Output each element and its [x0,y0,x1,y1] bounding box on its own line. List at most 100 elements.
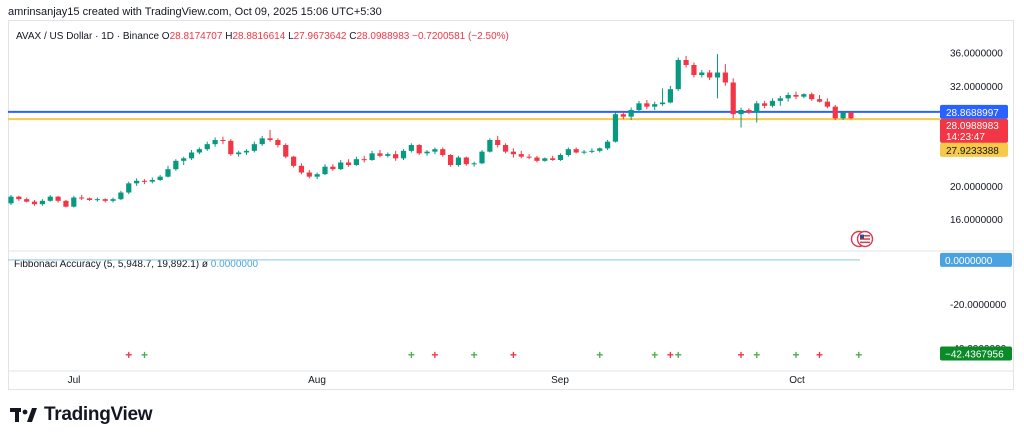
candle[interactable] [94,199,100,201]
candle[interactable] [487,140,493,152]
flag-badge-icon[interactable] [850,230,874,248]
candle[interactable] [134,180,140,184]
candle[interactable] [16,196,22,200]
candle[interactable] [683,60,689,65]
candle[interactable] [518,154,524,157]
candle[interactable] [824,101,830,107]
candle[interactable] [424,151,430,154]
candle[interactable] [597,148,603,151]
candle[interactable] [338,162,344,170]
candle[interactable] [816,99,823,102]
candle[interactable] [479,151,485,164]
candle[interactable] [699,72,705,76]
candle[interactable] [188,152,195,159]
candle[interactable] [455,157,462,166]
candle[interactable] [589,150,595,152]
candle[interactable] [86,198,93,200]
candle[interactable] [542,158,548,161]
candle[interactable] [47,196,53,201]
candle[interactable] [432,149,438,152]
candle[interactable] [557,155,564,160]
candle[interactable] [157,176,163,180]
candle[interactable] [550,158,556,160]
candle[interactable] [353,159,359,165]
candle[interactable] [793,95,799,97]
candle[interactable] [259,138,265,145]
candle[interactable] [691,65,697,75]
candle[interactable] [275,140,281,145]
candle[interactable] [675,60,681,90]
candle[interactable] [769,100,776,106]
candle[interactable] [400,150,407,159]
candle[interactable] [369,153,375,160]
candle[interactable] [502,145,509,152]
candle[interactable] [581,151,587,153]
candle[interactable] [746,110,752,113]
candle[interactable] [251,144,257,151]
candle[interactable] [228,140,234,155]
candle[interactable] [573,149,579,153]
candle[interactable] [840,112,846,119]
candle[interactable] [141,180,148,182]
candle[interactable] [832,106,838,119]
symbol-legend[interactable]: AVAX / US Dollar · 1D · Binance O28.8174… [16,31,509,42]
candle[interactable] [71,197,77,207]
candle[interactable] [149,180,155,182]
candle[interactable] [314,174,320,177]
candle[interactable] [526,156,532,158]
candle[interactable] [707,72,713,78]
candle[interactable] [762,103,768,106]
candle[interactable] [220,140,226,141]
candle[interactable] [110,199,116,201]
candle[interactable] [361,159,367,161]
candle[interactable] [39,200,45,205]
candle[interactable] [510,151,516,155]
candle[interactable] [345,162,352,166]
candle[interactable] [440,149,446,155]
candle[interactable] [620,114,626,117]
candle[interactable] [714,72,721,78]
candle[interactable] [330,166,336,170]
candle[interactable] [55,196,61,201]
candle[interactable] [495,140,501,145]
candle[interactable] [408,145,414,151]
candle[interactable] [659,102,666,105]
chart-frame[interactable] [8,20,1014,390]
candle[interactable] [801,94,807,97]
candle[interactable] [118,192,124,200]
candle[interactable] [754,103,760,113]
candle[interactable] [605,141,611,149]
candle[interactable] [267,138,273,140]
candle[interactable] [393,154,399,159]
candle[interactable] [236,152,242,155]
candle[interactable] [730,82,736,115]
candle[interactable] [644,103,650,107]
candle[interactable] [612,114,619,142]
candle[interactable] [165,169,171,177]
candle[interactable] [785,95,791,99]
candle[interactable] [196,149,202,153]
candle[interactable] [565,149,571,155]
candle[interactable] [448,155,454,165]
candle[interactable] [8,196,14,204]
candle[interactable] [628,110,634,117]
candle[interactable] [377,153,383,156]
candle[interactable] [126,183,132,193]
candle[interactable] [173,160,179,170]
candle[interactable] [212,140,218,145]
candle[interactable] [102,199,108,201]
candle[interactable] [652,104,658,107]
candle[interactable] [31,201,38,205]
candle[interactable] [322,166,328,175]
candle[interactable] [243,150,250,153]
candle[interactable] [777,98,783,101]
candle[interactable] [181,158,187,161]
candle[interactable] [385,154,391,156]
candle[interactable] [809,94,815,100]
candle[interactable] [306,172,312,177]
candle[interactable] [534,157,540,161]
indicator-legend[interactable]: Fibbonaci Accuracy (5, 5,948.7, 19,892.1… [14,259,258,270]
candle[interactable] [722,72,728,83]
candle[interactable] [463,157,469,165]
